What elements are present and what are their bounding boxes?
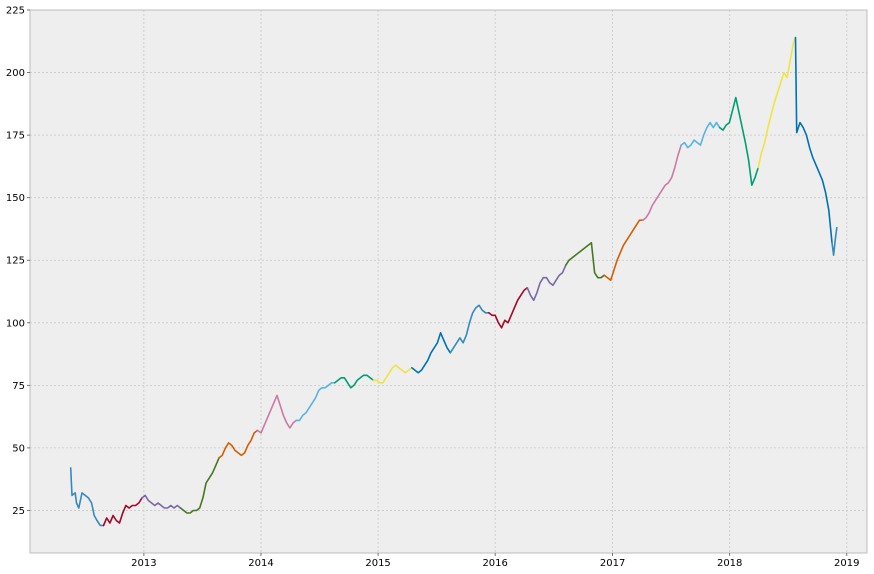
x-axis: 2013 2014 2015 2016 2017 2018 2019 (131, 553, 860, 569)
y-tick-label: 200 (6, 68, 25, 79)
series-line (218, 429, 259, 459)
series-line (564, 241, 606, 279)
y-tick-label: 25 (12, 506, 25, 517)
series-line (256, 394, 298, 434)
y-axis: 25 50 75 100 125 150 175 200 225 (6, 6, 30, 517)
series-line (831, 226, 838, 256)
y-tick-label: 100 (6, 318, 25, 329)
series-line (603, 219, 644, 282)
series-lines (69, 36, 838, 527)
x-tick-label: 2016 (482, 558, 507, 569)
series-line (410, 331, 452, 374)
series-line (718, 96, 760, 186)
series-line (333, 374, 375, 389)
series-line (69, 467, 105, 527)
series-line (526, 264, 567, 302)
y-tick-label: 225 (6, 6, 25, 17)
y-tick-label: 150 (6, 193, 25, 204)
series-line (641, 144, 683, 221)
x-tick-label: 2019 (834, 558, 859, 569)
y-tick-label: 175 (6, 131, 25, 142)
y-tick-label: 125 (6, 256, 25, 267)
series-line (487, 286, 529, 329)
series-line (794, 36, 833, 244)
series-line (449, 304, 490, 354)
x-tick-label: 2018 (717, 558, 742, 569)
series-line (179, 457, 220, 514)
series-line (141, 494, 182, 509)
series-line (102, 497, 143, 527)
series-line (372, 364, 413, 384)
series-line (295, 381, 336, 422)
plot-area (30, 10, 867, 553)
y-tick-label: 50 (12, 443, 25, 454)
x-tick-label: 2015 (365, 558, 390, 569)
x-tick-label: 2017 (600, 558, 625, 569)
series-line (757, 36, 797, 169)
x-tick-label: 2013 (131, 558, 156, 569)
y-tick-label: 75 (12, 381, 25, 392)
series-line (680, 121, 721, 149)
axes-frame (29, 9, 868, 554)
x-tick-label: 2014 (248, 558, 273, 569)
